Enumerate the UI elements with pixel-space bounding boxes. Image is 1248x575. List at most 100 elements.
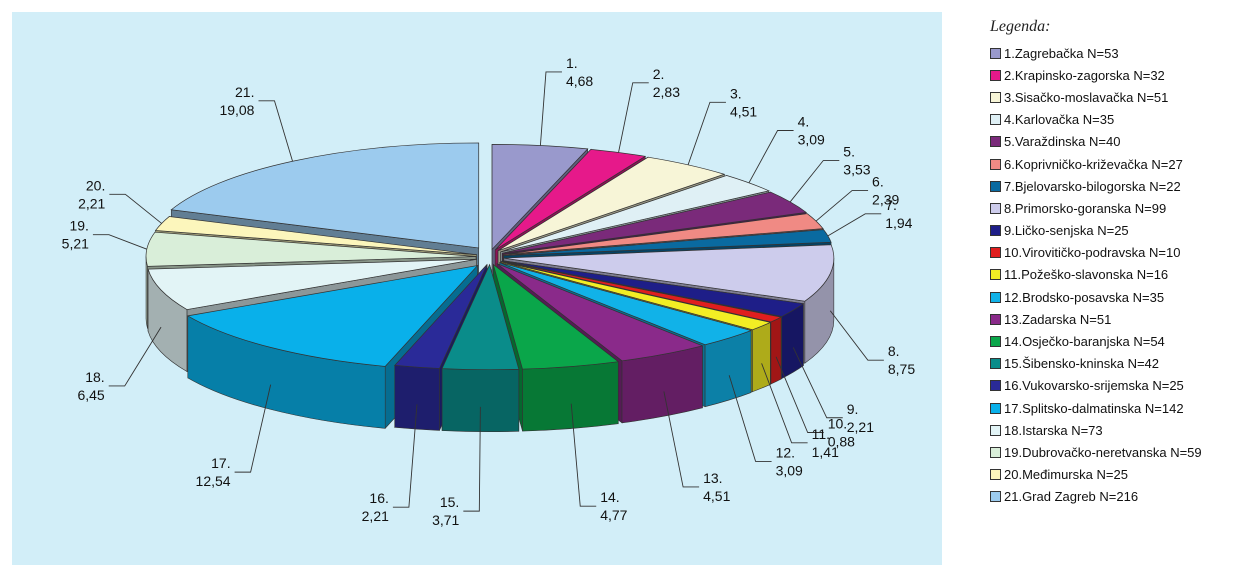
- legend-label: 12.Brodsko-posavska N=35: [1004, 289, 1165, 305]
- slice-label-value: 4,77: [600, 507, 627, 523]
- legend-swatch: [990, 225, 1001, 237]
- pie-slice: [494, 149, 647, 251]
- pie-slice: [147, 258, 477, 310]
- slice-label-value: 4,51: [703, 488, 730, 504]
- leader-line: [234, 384, 272, 473]
- slice-label-value: 3,53: [843, 162, 870, 178]
- legend-label: 16.Vukovarsko-srijemska N=25: [1004, 378, 1184, 394]
- legend-item: 8.Primorsko-goranska N=99: [990, 197, 1242, 219]
- pie-labels: 1. 4,68 2. 2,83 3. 4,51 4. 3,09 5. 3,536. 2,397. 1,…: [62, 55, 916, 528]
- leader-line: [392, 404, 418, 508]
- legend-item: 13.Zadarska N=51: [990, 308, 1242, 330]
- legend-swatch: [990, 358, 1001, 370]
- pie-slice-side: [770, 316, 782, 385]
- pie-slice: [502, 191, 808, 254]
- legend-swatch: [990, 69, 1001, 81]
- legend-swatch: [990, 313, 1001, 325]
- slice-label-value: 3,71: [432, 512, 459, 528]
- legend-swatch: [990, 269, 1001, 281]
- pie-slice-side: [145, 256, 148, 329]
- slice-label-id: 17.: [211, 455, 230, 471]
- legend-items: 1.Zagrebačka N=53 2.Krapinsko-zagorska N=…: [990, 42, 1242, 508]
- chart-panel: 1. 4,68 2. 2,83 3. 4,51 4. 3,09 5. 3,53 6. 2,39 7. 1,…: [12, 12, 942, 565]
- leader-line: [258, 100, 293, 162]
- slice-label-value: 0,88: [828, 433, 855, 449]
- pie-slice: [497, 156, 726, 252]
- pie-slice-side: [752, 321, 771, 393]
- slice-label-id: 7.: [885, 197, 897, 213]
- slice-label-id: 2.: [653, 66, 665, 82]
- slice-label-value: 2,83: [653, 84, 680, 100]
- legend-label: 10.Virovitičko-podravska N=10: [1004, 245, 1181, 261]
- legend-item: 18.Istarska N=73: [990, 419, 1242, 441]
- legend-swatch: [990, 336, 1001, 348]
- pie-slice: [500, 261, 772, 331]
- leader-line: [663, 391, 700, 488]
- legend: Legenda: 1.Zagrebačka N=53 2.Krapinsko-za…: [990, 18, 1242, 508]
- legend-item: 2.Krapinsko-zagorska N=32: [990, 64, 1242, 86]
- slice-label-value: 6,45: [77, 387, 104, 403]
- legend-item: 15.Šibensko-kninska N=42: [990, 353, 1242, 375]
- slice-label-id: 20.: [86, 177, 105, 193]
- legend-swatch: [990, 47, 1001, 59]
- leader-line: [463, 406, 481, 512]
- slice-label-id: 19.: [69, 218, 88, 234]
- leader-line: [618, 82, 649, 153]
- slice-label-id: 13.: [703, 470, 722, 486]
- slice-label-id: 12.: [776, 444, 795, 460]
- slice-label-id: 8.: [888, 343, 900, 359]
- legend-label: 1.Zagrebačka N=53: [1004, 45, 1119, 61]
- legend-swatch: [990, 202, 1001, 214]
- slice-label-value: 5,21: [62, 236, 89, 252]
- pie-slice: [186, 265, 479, 367]
- slice-label-value: 2,21: [362, 508, 389, 524]
- slice-label-id: 4.: [798, 113, 810, 129]
- slice-label-id: 6.: [872, 174, 884, 190]
- legend-label: 17.Splitsko-dalmatinska N=142: [1004, 400, 1184, 416]
- legend-label: 2.Krapinsko-zagorska N=32: [1004, 67, 1165, 83]
- slice-label-value: 3,09: [798, 131, 825, 147]
- legend-item: 4.Karlovačka N=35: [990, 109, 1242, 131]
- pie-slice: [491, 144, 589, 251]
- legend-label: 3.Sisačko-moslavačka N=51: [1004, 89, 1169, 105]
- leader-line: [108, 326, 162, 387]
- slice-label-value: 3,09: [776, 462, 803, 478]
- leader-line: [829, 310, 884, 361]
- legend-item: 11.Požeško-slavonska N=16: [990, 264, 1242, 286]
- slice-label-value: 12,54: [196, 473, 231, 489]
- pie-slice: [496, 263, 704, 362]
- slice-label-id: 5.: [843, 144, 855, 160]
- pie-slice: [441, 263, 520, 371]
- legend-swatch: [990, 114, 1001, 126]
- pie-chart: 1. 4,68 2. 2,83 3. 4,51 4. 3,09 5. 3,536. 2,397. 1,…: [62, 55, 916, 528]
- slice-label-id: 15.: [440, 494, 459, 510]
- pie-slice: [502, 260, 805, 317]
- legend-item: 21.Grad Zagreb N=216: [990, 486, 1242, 508]
- slice-label-id: 10.: [828, 415, 847, 431]
- legend-label: 14.Osječko-baranjska N=54: [1004, 334, 1165, 350]
- legend-label: 13.Zadarska N=51: [1004, 311, 1112, 327]
- slice-label-id: 3.: [730, 85, 742, 101]
- slice-label-value: 8,75: [888, 361, 915, 377]
- legend-item: 12.Brodsko-posavska N=35: [990, 286, 1242, 308]
- leader-line: [687, 101, 726, 166]
- legend-label: 8.Primorsko-goranska N=99: [1004, 200, 1167, 216]
- legend-swatch: [990, 291, 1001, 303]
- legend-label: 7.Bjelovarsko-bilogorska N=22: [1004, 178, 1181, 194]
- leader-line: [728, 375, 772, 462]
- slice-label-id: 9.: [847, 401, 859, 417]
- leader-line: [109, 193, 162, 224]
- leader-line: [539, 71, 562, 146]
- pie-slice: [394, 264, 488, 369]
- leader-line: [827, 213, 882, 237]
- pie-slice-side: [522, 361, 619, 432]
- slice-label-id: 18.: [85, 369, 104, 385]
- legend-label: 20.Međimurska N=25: [1004, 467, 1128, 483]
- legend-swatch: [990, 446, 1001, 458]
- legend-label: 11.Požeško-slavonska N=16: [1004, 267, 1169, 283]
- legend-swatch: [990, 402, 1001, 414]
- leader-line: [570, 403, 597, 507]
- slice-label-id: 1.: [566, 55, 578, 71]
- legend-item: 20.Međimurska N=25: [990, 464, 1242, 486]
- slice-label-id: 11.: [812, 426, 830, 442]
